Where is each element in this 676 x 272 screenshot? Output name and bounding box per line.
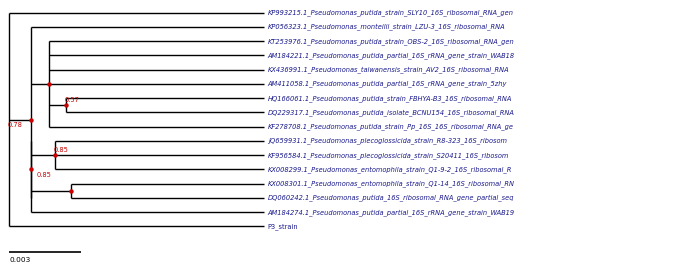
Text: JQ659931.1_Pseudomonas_plecoglossicida_strain_R8-323_16S_ribosom: JQ659931.1_Pseudomonas_plecoglossicida_s…: [268, 138, 507, 144]
Text: KX008301.1_Pseudomonas_entomophila_strain_Q1-14_16S_ribosomal_RN: KX008301.1_Pseudomonas_entomophila_strai…: [268, 180, 514, 187]
Text: 0.78: 0.78: [8, 122, 23, 128]
Text: KP056323.1_Pseudomonas_monteilii_strain_LZU-3_16S_ribosomal_RNA: KP056323.1_Pseudomonas_monteilii_strain_…: [268, 24, 506, 30]
Text: KX436991.1_Pseudomonas_taiwanensis_strain_AV2_16S_ribosomal_RNA: KX436991.1_Pseudomonas_taiwanensis_strai…: [268, 66, 509, 73]
Text: 0.003: 0.003: [9, 257, 30, 263]
Text: KP993215.1_Pseudomonas_putida_strain_SLY10_16S_ribosomal_RNA_gen: KP993215.1_Pseudomonas_putida_strain_SLY…: [268, 9, 514, 16]
Text: DQ229317.1_Pseudomonas_putida_isolate_BCNU154_16S_ribosomal_RNA: DQ229317.1_Pseudomonas_putida_isolate_BC…: [268, 109, 514, 116]
Text: KF278708.1_Pseudomonas_putida_strain_Pp_16S_16S_ribosomal_RNA_ge: KF278708.1_Pseudomonas_putida_strain_Pp_…: [268, 123, 514, 130]
Text: AM411058.1_Pseudomonas_putida_partial_16S_rRNA_gene_strain_5zhy: AM411058.1_Pseudomonas_putida_partial_16…: [268, 81, 507, 87]
Text: DQ060242.1_Pseudomonas_putida_16S_ribosomal_RNA_gene_partial_seq: DQ060242.1_Pseudomonas_putida_16S_riboso…: [268, 194, 514, 201]
Text: AM184221.1_Pseudomonas_putida_partial_16S_rRNA_gene_strain_WAB18: AM184221.1_Pseudomonas_putida_partial_16…: [268, 52, 515, 59]
Text: HQ166061.1_Pseudomonas_putida_strain_FBHYA-B3_16S_ribosomal_RNA: HQ166061.1_Pseudomonas_putida_strain_FBH…: [268, 95, 512, 102]
Text: AM184274.1_Pseudomonas_putida_partial_16S_rRNA_gene_strain_WAB19: AM184274.1_Pseudomonas_putida_partial_16…: [268, 209, 515, 216]
Text: 0.85: 0.85: [36, 172, 51, 178]
Text: KX008299.1_Pseudomonas_entomophila_strain_Q1-9-2_16S_ribosomal_R: KX008299.1_Pseudomonas_entomophila_strai…: [268, 166, 512, 173]
Text: KT253976.1_Pseudomonas_putida_strain_OBS-2_16S_ribosomal_RNA_gen: KT253976.1_Pseudomonas_putida_strain_OBS…: [268, 38, 514, 45]
Text: P3_strain: P3_strain: [268, 223, 298, 230]
Text: 0.57: 0.57: [65, 97, 80, 103]
Text: KF956584.1_Pseudomonas_plecoglossicida_strain_S20411_16S_ribosom: KF956584.1_Pseudomonas_plecoglossicida_s…: [268, 152, 509, 159]
Text: 0.85: 0.85: [54, 147, 69, 153]
